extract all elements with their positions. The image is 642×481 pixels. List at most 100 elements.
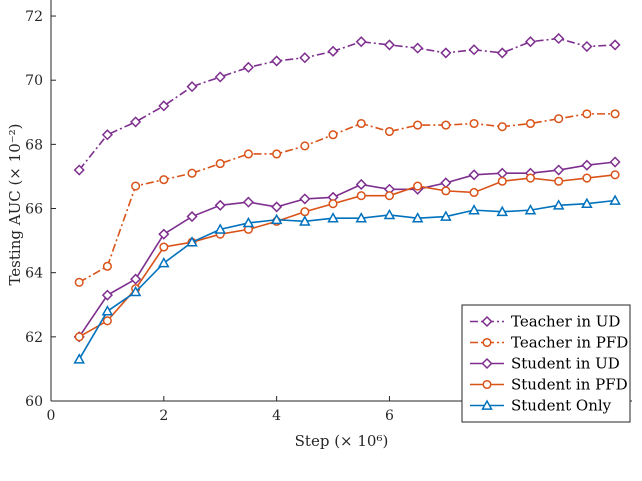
- data-point: [159, 242, 169, 252]
- data-point: [271, 55, 283, 67]
- data-point: [186, 236, 198, 247]
- data-point: [73, 164, 85, 176]
- data-point: [74, 277, 84, 287]
- data-point: [497, 176, 507, 186]
- x-tick-label: 6: [385, 408, 394, 424]
- data-point: [74, 332, 84, 342]
- data-point: [441, 186, 451, 196]
- data-point: [158, 100, 170, 112]
- data-point: [441, 120, 451, 130]
- data-point: [412, 42, 424, 54]
- data-point: [328, 199, 338, 209]
- series-line: [78, 113, 616, 283]
- data-point: [468, 44, 480, 56]
- data-point: [159, 175, 169, 185]
- data-point: [552, 199, 565, 210]
- data-point: [272, 149, 282, 159]
- y-tick-label: 64: [25, 266, 43, 282]
- data-point: [581, 159, 593, 171]
- data-point: [355, 36, 367, 48]
- data-point: [496, 205, 509, 217]
- data-point: [384, 191, 394, 201]
- y-tick-label: 70: [25, 73, 43, 89]
- data-point: [242, 61, 254, 73]
- data-point: [242, 196, 254, 208]
- data-point: [270, 213, 283, 225]
- data-point: [300, 141, 310, 151]
- x-tick-label: 0: [47, 408, 56, 424]
- data-point: [299, 215, 311, 226]
- data-point: [356, 118, 366, 129]
- data-point: [609, 194, 621, 205]
- data-point: [582, 173, 592, 183]
- data-point: [186, 210, 198, 223]
- data-point: [383, 39, 396, 51]
- data-point: [524, 204, 537, 215]
- data-point: [525, 173, 536, 183]
- y-tick-label: 62: [25, 330, 43, 346]
- data-point: [186, 81, 198, 93]
- data-point: [554, 114, 564, 124]
- data-point: [328, 130, 338, 140]
- legend-marker: [482, 379, 492, 390]
- data-point: [581, 197, 593, 209]
- data-point: [215, 159, 225, 169]
- y-tick-label: 66: [25, 202, 43, 218]
- legend-label: Student Only: [511, 397, 612, 415]
- data-point: [383, 208, 396, 220]
- data-point: [214, 223, 226, 234]
- legend-item: Student Only: [470, 397, 612, 415]
- data-point: [524, 36, 537, 48]
- x-axis-label: Step (× 10⁶): [295, 432, 389, 450]
- data-point: [131, 181, 141, 191]
- data-point: [299, 52, 311, 64]
- legend-label: Student in UD: [511, 355, 620, 373]
- legend-item: Teacher in PFD: [470, 334, 628, 352]
- data-point: [271, 201, 283, 213]
- data-point: [609, 156, 621, 168]
- data-point: [101, 305, 114, 316]
- data-point: [610, 109, 620, 119]
- legend-label: Teacher in PFD: [511, 334, 628, 352]
- data-point: [497, 122, 507, 132]
- data-point: [581, 40, 593, 53]
- data-point: [101, 289, 113, 301]
- data-point: [469, 118, 479, 129]
- data-point: [158, 257, 170, 268]
- data-point: [468, 169, 480, 181]
- legend: Teacher in UD Teacher in PFD Student in UD…: [461, 304, 631, 423]
- data-point: [327, 212, 339, 223]
- series-teacher-in-pfd: [74, 109, 620, 287]
- data-point: [73, 353, 85, 364]
- data-point: [158, 228, 170, 240]
- y-tick-label: 60: [25, 394, 43, 410]
- data-point: [413, 120, 423, 130]
- legend-label: Teacher in UD: [511, 313, 620, 331]
- data-point: [243, 149, 253, 159]
- data-point: [440, 177, 452, 189]
- series-line: [78, 37, 616, 171]
- data-point: [101, 129, 113, 141]
- data-point: [610, 170, 620, 180]
- series-layer: [73, 32, 621, 364]
- data-point: [327, 45, 339, 57]
- data-point: [214, 71, 226, 83]
- data-point: [468, 204, 480, 215]
- data-point: [129, 285, 142, 297]
- legend-item: Teacher in UD: [470, 313, 620, 331]
- data-point: [214, 199, 226, 211]
- y-tick-label: 68: [25, 137, 43, 153]
- data-point: [413, 181, 423, 191]
- legend-marker: [481, 357, 493, 370]
- legend-marker: [481, 399, 493, 410]
- data-point: [440, 210, 452, 221]
- data-point: [554, 176, 564, 186]
- data-point: [496, 167, 508, 179]
- legend-item: Student in PFD: [470, 376, 628, 394]
- data-point: [553, 164, 565, 176]
- y-axis-label: Testing AUC (× 10⁻²): [6, 123, 24, 285]
- series-student-only: [73, 194, 621, 364]
- data-point: [102, 261, 112, 271]
- legend-item: Student in UD: [470, 355, 620, 373]
- data-point: [496, 47, 508, 59]
